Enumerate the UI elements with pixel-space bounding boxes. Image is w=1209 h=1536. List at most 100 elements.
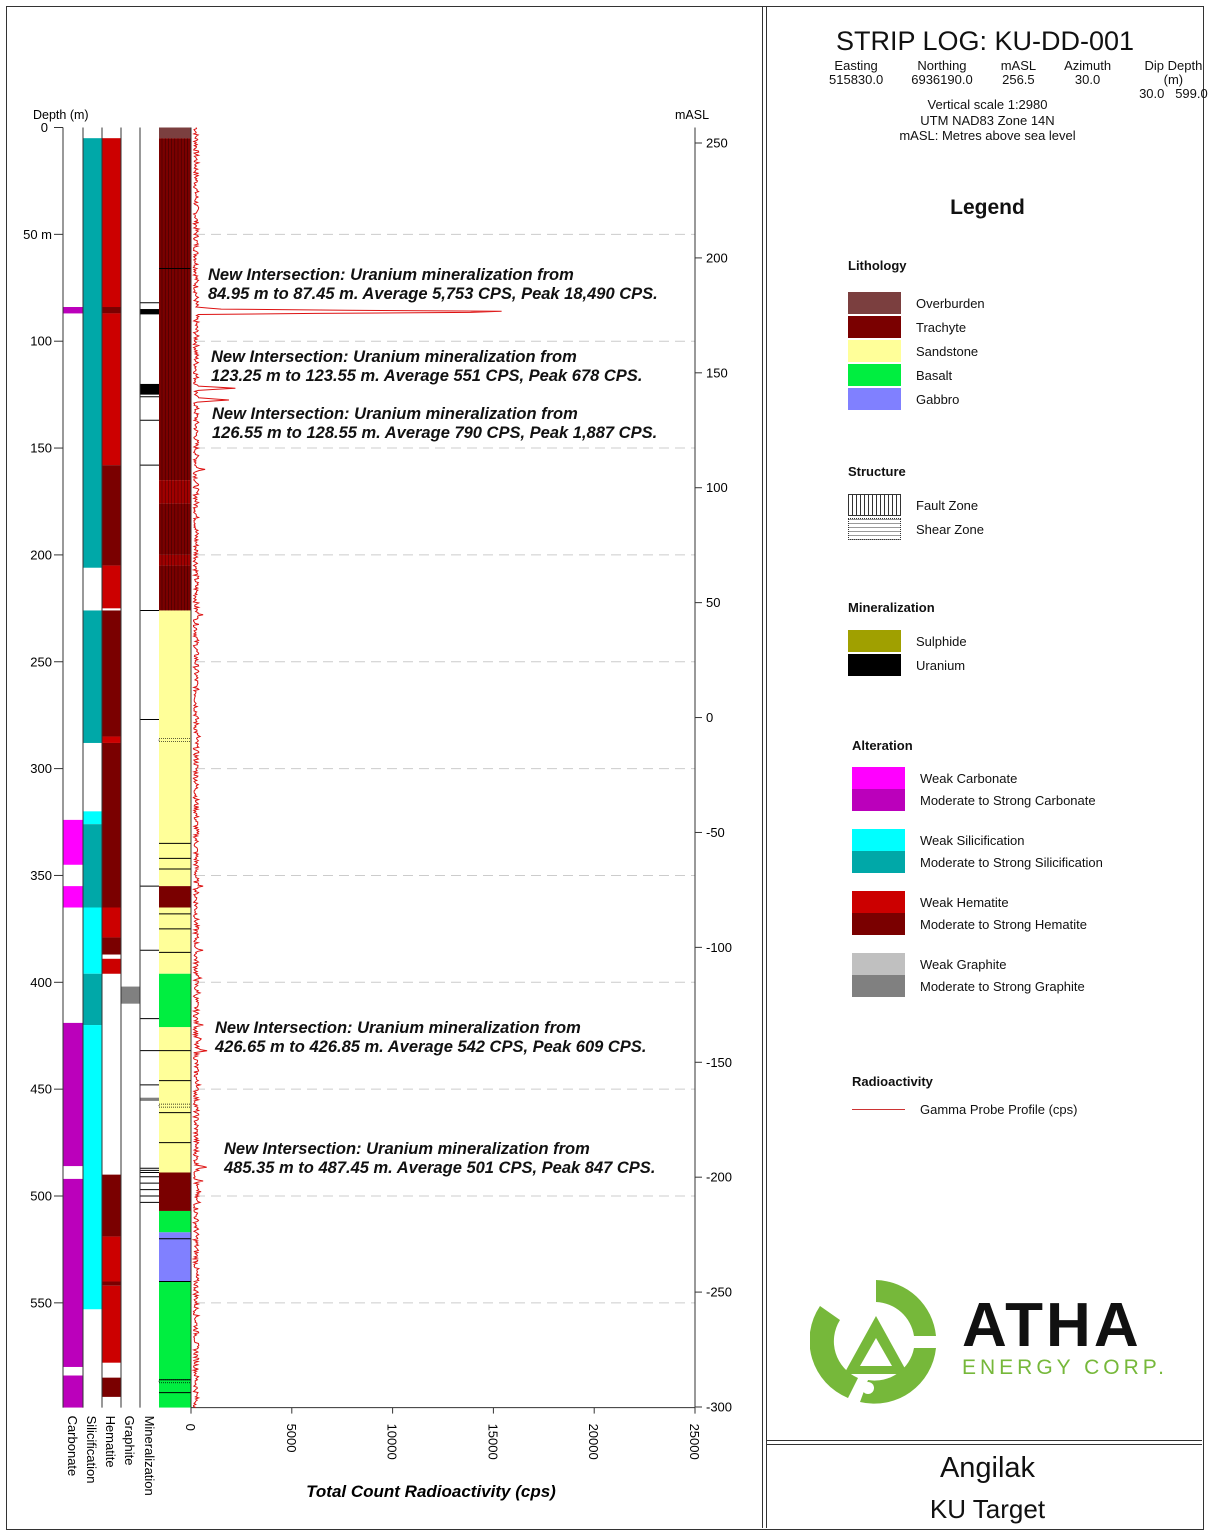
hematite-interval	[102, 565, 121, 609]
legend-group-alteration: Alteration Weak Carbonate Moderate to Stro…	[852, 738, 1103, 1015]
legend-swatch	[848, 340, 901, 362]
silicification-interval	[83, 610, 102, 743]
intersection-annotation: New Intersection: Uranium mineralization…	[215, 1019, 646, 1056]
legend-label: Moderate to Strong Carbonate	[920, 792, 1096, 808]
legend-item: Sandstone	[848, 339, 985, 363]
legend-swatch	[852, 767, 905, 789]
logo-name: ATHA	[962, 1291, 1142, 1360]
hole-info-label: Easting	[834, 58, 878, 73]
depth-tick-label: 300	[30, 761, 52, 776]
annotation-line: New Intersection: Uranium mineralization…	[208, 266, 574, 284]
annotation-line: New Intersection: Uranium mineralization…	[212, 405, 578, 423]
legend-item: Moderate to Strong Carbonate	[852, 789, 1103, 811]
legend-item: Trachyte	[848, 315, 985, 339]
legend-swatch	[848, 364, 901, 386]
page-frame	[6, 6, 1204, 1530]
masl-tick-label: 100	[706, 480, 728, 495]
track-label-mineralization: Mineralization	[142, 1416, 157, 1496]
shear-zone-swatch	[848, 518, 901, 540]
depth-tick-label: 100	[30, 334, 52, 349]
carbonate-interval	[63, 307, 83, 314]
hematite-interval	[102, 1285, 121, 1363]
lithology-interval	[159, 1210, 191, 1233]
legend-group-structure: Structure Fault Zone Shear Zone	[848, 464, 984, 541]
hematite-interval	[102, 138, 121, 308]
hematite-interval	[102, 907, 121, 938]
hematite-interval	[102, 610, 121, 737]
legend-item: Weak Graphite	[852, 953, 1103, 975]
masl-tick-label: -150	[706, 1055, 732, 1070]
depth-tick-label: 250	[30, 654, 52, 669]
hematite-interval	[102, 958, 121, 974]
legend-swatch	[852, 913, 905, 935]
hole-info-label: mASL	[1000, 58, 1037, 73]
depth-tick-label: 550	[30, 1295, 52, 1310]
masl-tick-label: 0	[706, 710, 713, 725]
hole-note: mASL: Metres above sea level	[899, 128, 1076, 143]
depth-tick-label: 0	[41, 120, 48, 135]
annotation-line: 123.25 m to 123.55 m. Average 551 CPS, P…	[211, 366, 643, 385]
hematite-interval	[102, 1377, 121, 1397]
hole-info-column: Dip Depth (m) 30.0 599.0	[1125, 59, 1209, 101]
mineralization-interval	[140, 309, 159, 315]
legend-label: Fault Zone	[916, 497, 979, 513]
masl-tick-label: 200	[706, 250, 728, 265]
mineralization-interval	[140, 1097, 159, 1101]
masl-tick-label: -100	[706, 940, 732, 955]
masl-tick-label: -50	[706, 825, 725, 840]
depth-tick-label: 400	[30, 975, 52, 990]
masl-tick-label: -200	[706, 1170, 732, 1185]
legend-label: Trachyte	[916, 319, 967, 335]
cps-tick-label: 0	[183, 1424, 198, 1431]
legend-item: Gamma Probe Profile (cps)	[852, 1097, 1078, 1121]
legend-heading: Lithology	[848, 258, 907, 273]
hole-info-value: 256.5	[1002, 72, 1035, 87]
hole-info-column: Easting 515830.0	[815, 59, 897, 101]
legend-swatch	[852, 953, 905, 975]
depth-tick-label: 350	[30, 868, 52, 883]
hematite-interval	[102, 1236, 121, 1282]
annotation-line: 84.95 m to 87.45 m. Average 5,753 CPS, P…	[208, 284, 658, 303]
hole-note: Vertical scale 1:2980	[927, 97, 1048, 112]
legend-label: Gabbro	[916, 391, 960, 407]
gamma-line-swatch	[852, 1108, 905, 1110]
silicification-interval	[83, 1025, 102, 1310]
legend-group-lithology: Lithology Overburden Trachyte Sandstone Basa…	[848, 258, 985, 411]
legend-swatch	[852, 851, 905, 873]
legend-swatch	[848, 316, 901, 338]
legend-item: Fault Zone	[848, 493, 984, 517]
legend-item: Moderate to Strong Graphite	[852, 975, 1103, 997]
annotation-line: 126.55 m to 128.55 m. Average 790 CPS, P…	[212, 423, 658, 442]
legend-swatch	[848, 292, 901, 314]
legend-label: Overburden	[916, 295, 985, 311]
annotation-line: New Intersection: Uranium mineralization…	[211, 348, 577, 366]
depth-tick-label: 200	[30, 547, 52, 562]
hematite-interval	[102, 1281, 121, 1286]
legend-label: Weak Hematite	[920, 894, 1009, 910]
intersection-annotation: New Intersection: Uranium mineralization…	[224, 1140, 655, 1177]
legend-heading: Mineralization	[848, 600, 935, 615]
hole-info-column: Azimuth 30.0	[1050, 59, 1125, 101]
depth-tick-label: 450	[30, 1082, 52, 1097]
lithology-interval	[159, 127, 191, 139]
cps-tick-label: 5000	[284, 1424, 299, 1453]
legend-label: Sandstone	[916, 343, 979, 359]
hole-info-label: Dip Depth (m)	[1144, 58, 1203, 87]
legend-swatch	[848, 388, 901, 410]
legend-swatch	[852, 891, 905, 913]
legend-item: Gabbro	[848, 387, 985, 411]
annotation-line: New Intersection: Uranium mineralization…	[215, 1019, 581, 1037]
lithology-interval	[159, 973, 191, 1028]
annotation-line: 426.65 m to 426.85 m. Average 542 CPS, P…	[215, 1037, 647, 1056]
strip-log-chart: Carbonate Silicification Hematite Graphite M…	[23, 108, 732, 1501]
masl-tick-label: 50	[706, 595, 720, 610]
lithology-interval	[159, 1232, 191, 1282]
hematite-interval	[102, 736, 121, 743]
legend-swatch	[852, 829, 905, 851]
lithology-interval	[159, 886, 191, 908]
carbonate-interval	[63, 1022, 83, 1167]
lithology-interval	[159, 1027, 191, 1173]
carbonate-interval	[63, 819, 83, 865]
legend-label: Moderate to Strong Hematite	[920, 916, 1087, 932]
gamma-profile-line	[191, 127, 502, 1409]
